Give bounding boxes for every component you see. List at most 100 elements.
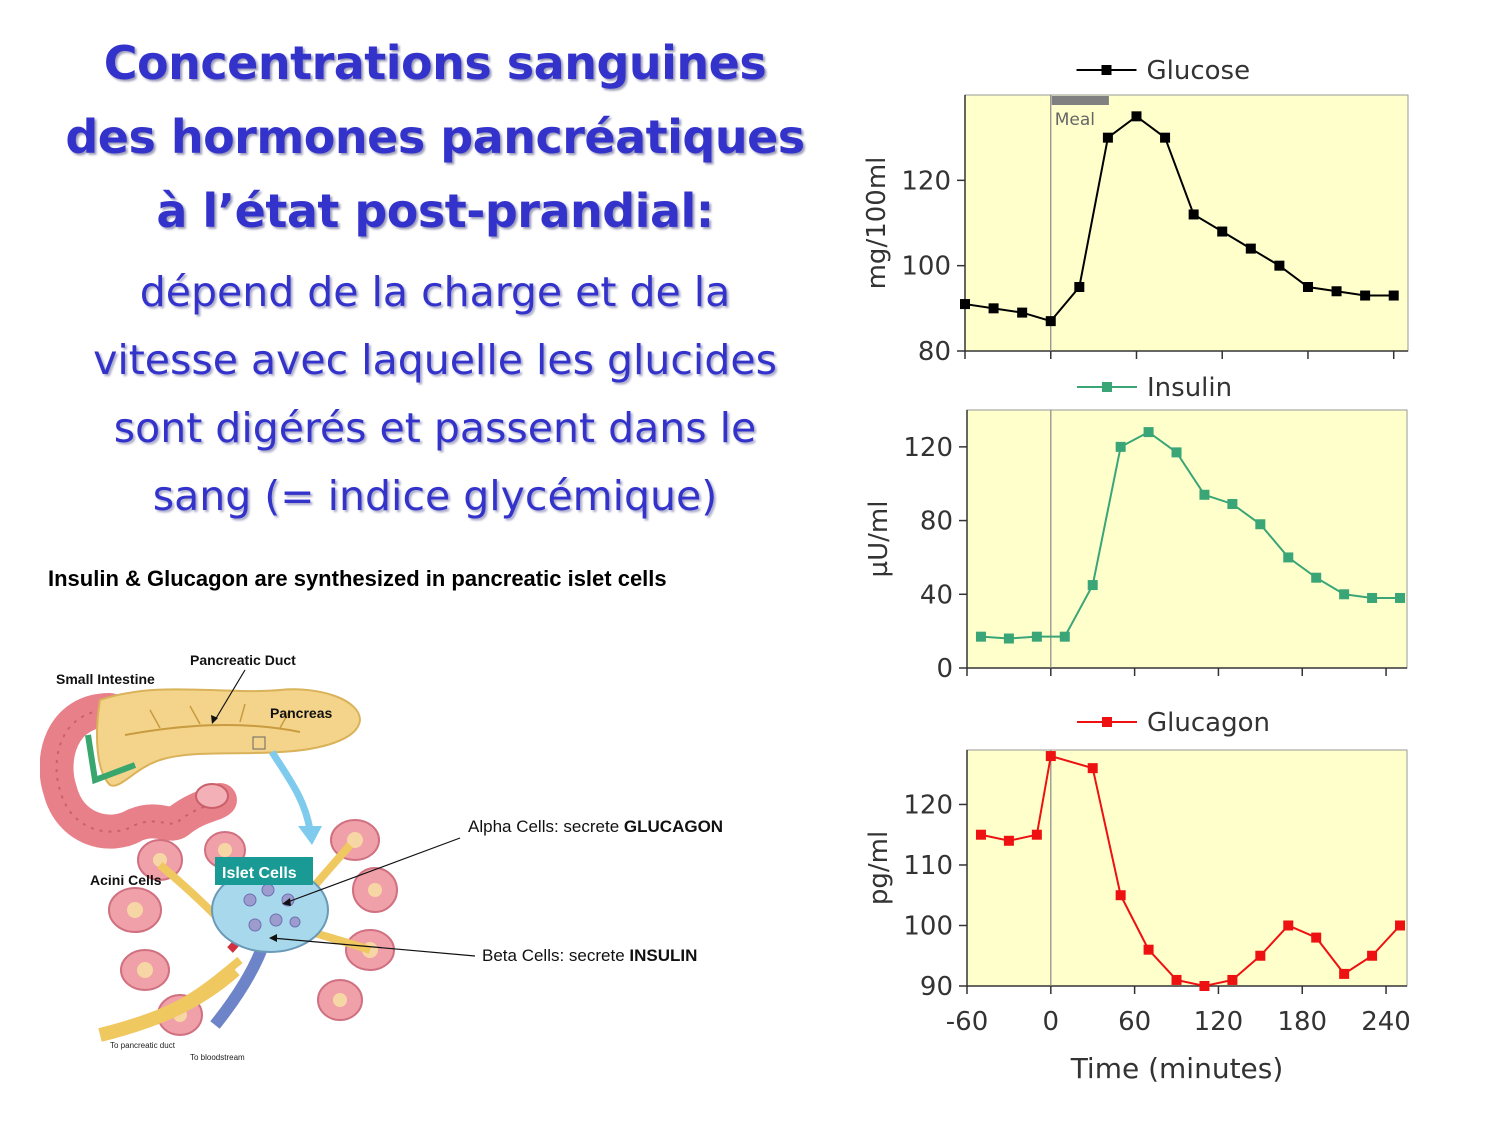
data-point bbox=[1087, 763, 1098, 774]
data-point bbox=[1087, 580, 1098, 591]
data-point bbox=[1283, 920, 1294, 931]
data-point bbox=[975, 631, 986, 642]
plot-area bbox=[966, 409, 1408, 669]
x-tick-label: -60 bbox=[946, 1007, 988, 1037]
data-point bbox=[1255, 519, 1266, 530]
data-point bbox=[1367, 950, 1378, 961]
subtitle-line: vitesse avec laquelle les glucides bbox=[93, 336, 777, 384]
data-point bbox=[1199, 489, 1210, 500]
hormone-charts: 80 100 120 mg/100ml Meal Glucose 0 40 80 120 µU/ml… bbox=[862, 56, 1411, 1085]
data-point bbox=[1045, 316, 1056, 327]
legend-label: Insulin bbox=[1147, 373, 1232, 403]
to-bloodstream-label: To bloodstream bbox=[190, 1053, 245, 1062]
data-point bbox=[1302, 282, 1313, 292]
x-tick-label: 0 bbox=[1043, 1007, 1060, 1037]
x-tick-label: 240 bbox=[1361, 1007, 1411, 1037]
data-point bbox=[1311, 572, 1322, 583]
zoom-arrow-icon bbox=[269, 750, 314, 831]
legend-marker bbox=[1102, 382, 1112, 392]
data-point bbox=[1283, 552, 1294, 563]
subtitle-line: sang (= indice glycémique) bbox=[152, 472, 718, 520]
x-tick-label: 120 bbox=[1194, 1007, 1244, 1037]
y-tick-label: 100 bbox=[901, 252, 951, 282]
data-point bbox=[1311, 932, 1322, 943]
legend-marker bbox=[1101, 65, 1112, 75]
data-point bbox=[1045, 751, 1056, 762]
data-point bbox=[1115, 441, 1126, 452]
series-line-glucagon bbox=[980, 754, 1401, 988]
x-tick-label: 180 bbox=[1277, 1007, 1327, 1037]
data-point bbox=[1395, 592, 1406, 603]
y-tick-label: 120 bbox=[903, 790, 953, 820]
plot-area bbox=[964, 94, 1409, 352]
data-point bbox=[1003, 835, 1014, 846]
data-point bbox=[1171, 447, 1182, 458]
y-tick-label: 80 bbox=[918, 337, 951, 367]
data-point bbox=[1245, 243, 1256, 254]
legend-marker bbox=[1102, 717, 1112, 727]
data-point bbox=[988, 303, 999, 314]
diagram-caption: Insulin & Glucagon are synthesized in pa… bbox=[48, 566, 667, 591]
pancreas-label: Pancreas bbox=[270, 705, 332, 721]
legend-label: Glucose bbox=[1147, 56, 1251, 86]
slide-subtitle: dépend de la charge et de la vitesse ave… bbox=[20, 258, 850, 530]
slide-title: Concentrations sanguines des hormones pa… bbox=[20, 26, 850, 248]
subtitle-line: sont digérés et passent dans le bbox=[113, 404, 757, 452]
islet-cells-badge bbox=[215, 857, 313, 885]
y-tick-label: 80 bbox=[920, 507, 953, 537]
y-axis-label: pg/ml bbox=[864, 831, 894, 905]
series-line-glucose bbox=[964, 115, 1394, 323]
data-point bbox=[1031, 829, 1042, 840]
data-point bbox=[1360, 290, 1371, 301]
islet-cells-label: Islet Cells bbox=[222, 865, 297, 882]
alpha-cells-label: Alpha Cells: secrete GLUCAGON bbox=[468, 817, 723, 836]
data-point bbox=[1388, 290, 1399, 301]
data-point bbox=[1227, 498, 1238, 509]
meal-annotation: Meal bbox=[1055, 110, 1095, 130]
data-point bbox=[1227, 974, 1238, 985]
data-point bbox=[1339, 589, 1350, 600]
data-point bbox=[1102, 132, 1113, 143]
meal-bar bbox=[1051, 96, 1109, 105]
y-tick-label: 0 bbox=[936, 654, 953, 684]
data-point bbox=[1339, 968, 1350, 979]
data-point bbox=[1367, 592, 1378, 603]
title-line: Concentrations sanguines bbox=[103, 36, 767, 90]
data-point bbox=[1199, 981, 1210, 991]
data-point bbox=[1188, 209, 1199, 220]
y-axis-label: mg/100ml bbox=[862, 157, 892, 290]
data-point bbox=[1171, 974, 1182, 985]
title-line: des hormones pancréatiques bbox=[65, 110, 805, 164]
y-tick-label: 100 bbox=[903, 911, 953, 941]
data-point bbox=[1115, 890, 1126, 901]
subtitle-line: dépend de la charge et de la bbox=[139, 268, 731, 316]
x-axis-label: Time (minutes) bbox=[1070, 1052, 1284, 1085]
data-point bbox=[975, 829, 986, 840]
y-tick-label: 110 bbox=[903, 851, 953, 881]
small-intestine-label: Small Intestine bbox=[56, 671, 155, 687]
pancreas-islet-diagram: Pancreatic Duct Small Intestine Pancreas… bbox=[40, 652, 723, 1062]
y-tick-label: 120 bbox=[903, 433, 953, 463]
data-point bbox=[1217, 226, 1228, 237]
plot-area bbox=[966, 749, 1408, 987]
x-tick-label: 60 bbox=[1118, 1007, 1151, 1037]
data-point bbox=[1255, 950, 1266, 961]
y-axis-label: µU/ml bbox=[864, 501, 894, 578]
beta-cells-label: Beta Cells: secrete INSULIN bbox=[482, 946, 697, 965]
data-point bbox=[1031, 631, 1042, 642]
legend-label: Glucagon bbox=[1147, 708, 1270, 738]
acini-cells-label: Acini Cells bbox=[90, 872, 162, 888]
pancreas-shape bbox=[96, 688, 362, 787]
data-point bbox=[1160, 132, 1171, 143]
pancreatic-duct-label: Pancreatic Duct bbox=[190, 652, 296, 668]
data-point bbox=[1143, 944, 1154, 955]
data-point bbox=[1131, 111, 1142, 122]
y-tick-label: 120 bbox=[901, 166, 951, 196]
small-intestine-shape bbox=[40, 693, 237, 849]
y-tick-label: 90 bbox=[920, 972, 953, 1002]
data-point bbox=[1017, 307, 1028, 318]
data-point bbox=[1003, 633, 1014, 644]
title-line: à l’état post-prandial: bbox=[156, 184, 714, 238]
data-point bbox=[1274, 260, 1285, 271]
data-point bbox=[960, 299, 970, 310]
